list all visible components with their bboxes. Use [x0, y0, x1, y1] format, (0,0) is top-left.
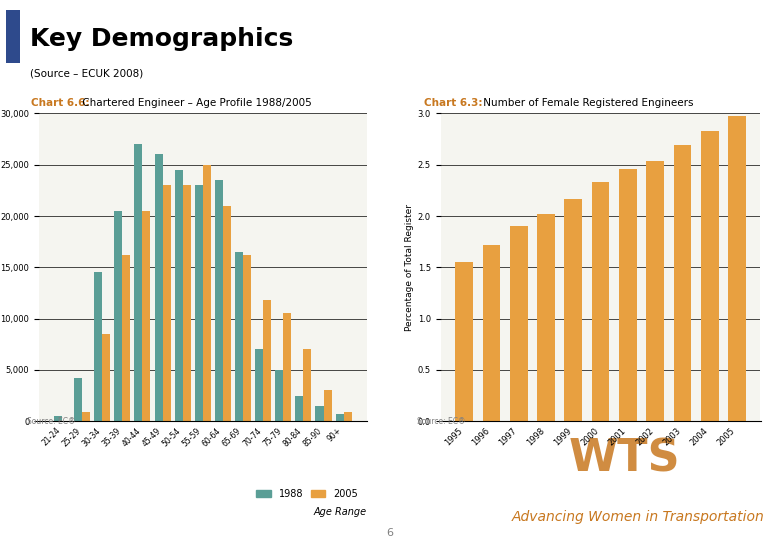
Text: Advancing Women in Transportation: Advancing Women in Transportation — [512, 510, 764, 524]
FancyBboxPatch shape — [6, 10, 20, 63]
Text: WTS: WTS — [568, 437, 680, 481]
Bar — [203, 165, 211, 421]
Bar — [255, 349, 263, 421]
Bar — [263, 300, 271, 421]
Text: Key Demographics: Key Demographics — [30, 27, 293, 51]
Bar — [296, 395, 303, 421]
Bar — [162, 185, 171, 421]
Text: Source: EC®: Source: EC® — [417, 417, 466, 426]
Bar — [537, 214, 555, 421]
Text: Chartered Engineer – Age Profile 1988/2005: Chartered Engineer – Age Profile 1988/20… — [79, 98, 312, 107]
Bar — [122, 255, 130, 421]
Bar — [143, 211, 151, 421]
Bar — [283, 313, 292, 421]
Bar — [303, 349, 311, 421]
Bar — [102, 334, 110, 421]
Bar — [154, 154, 162, 421]
Text: Number of Female Registered Engineers: Number of Female Registered Engineers — [480, 98, 694, 107]
Bar — [456, 262, 473, 421]
Bar — [114, 211, 122, 421]
Bar — [701, 131, 718, 421]
Bar — [223, 206, 231, 421]
Bar — [315, 406, 324, 421]
Bar — [729, 117, 746, 421]
Bar — [335, 414, 344, 421]
Text: Age Range: Age Range — [314, 508, 367, 517]
Bar — [647, 160, 664, 421]
Bar — [619, 169, 636, 421]
Bar — [183, 185, 191, 421]
Bar — [195, 185, 203, 421]
Text: Chart 6.6:: Chart 6.6: — [30, 98, 89, 107]
Bar — [674, 145, 691, 421]
Bar — [565, 199, 582, 421]
Y-axis label: Percentage of Total Register: Percentage of Total Register — [405, 204, 413, 331]
Bar — [175, 170, 183, 421]
Bar — [483, 245, 500, 421]
Bar — [510, 226, 527, 421]
Bar — [243, 255, 251, 421]
Bar — [324, 390, 332, 421]
Bar — [235, 252, 243, 421]
Bar — [134, 144, 143, 421]
Bar — [94, 272, 102, 421]
Bar — [592, 182, 609, 421]
Bar — [54, 416, 62, 421]
Text: Chart 6.3:: Chart 6.3: — [424, 98, 483, 107]
Text: Source: EC®: Source: EC® — [27, 417, 76, 426]
Text: (Source – ECUK 2008): (Source – ECUK 2008) — [30, 68, 143, 78]
Bar — [215, 180, 223, 421]
Legend: 1988, 2005: 1988, 2005 — [252, 485, 362, 503]
Bar — [344, 412, 352, 421]
Bar — [82, 412, 90, 421]
Text: 6: 6 — [387, 528, 393, 538]
Bar — [275, 370, 283, 421]
Bar — [74, 378, 82, 421]
